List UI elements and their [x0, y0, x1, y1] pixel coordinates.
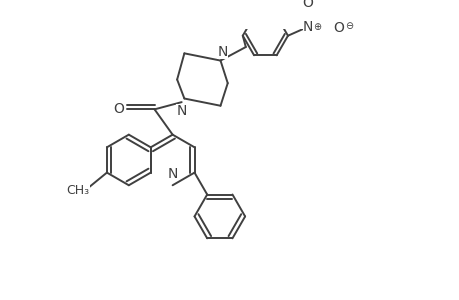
- Text: N: N: [302, 20, 312, 34]
- Text: O: O: [113, 102, 123, 116]
- Text: N: N: [167, 167, 178, 182]
- Text: O: O: [332, 22, 343, 35]
- Text: ⊕: ⊕: [312, 22, 320, 32]
- Text: N: N: [217, 44, 227, 58]
- Text: ⊖: ⊖: [345, 21, 353, 31]
- Text: O: O: [302, 0, 313, 10]
- Text: N: N: [176, 104, 186, 118]
- Text: CH₃: CH₃: [66, 184, 90, 197]
